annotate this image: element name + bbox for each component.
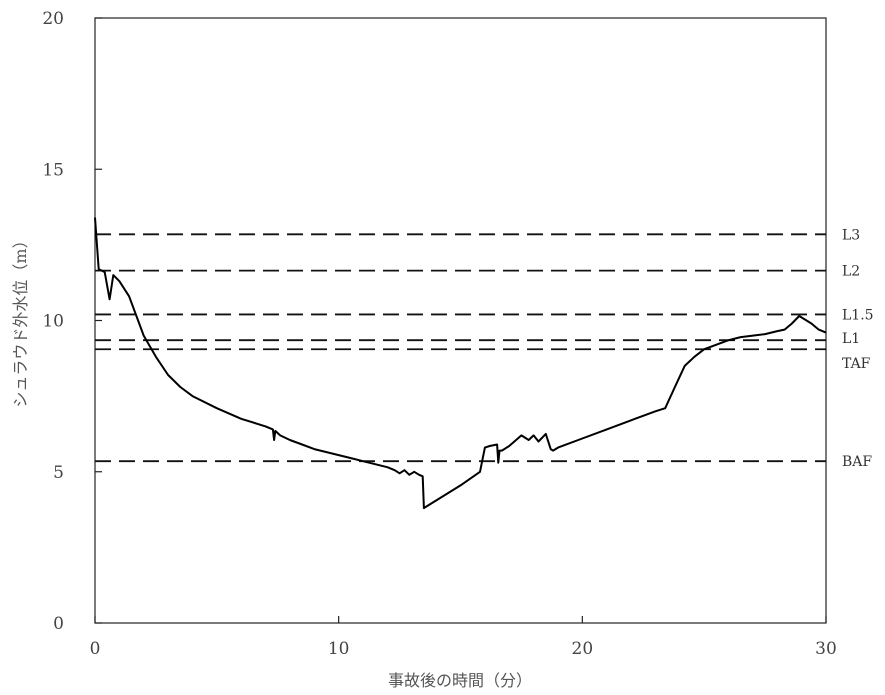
x-tick-label-1: 10 (328, 639, 350, 659)
reference-label-l1: L1 (842, 331, 860, 347)
y-tick-label-3: 15 (42, 160, 64, 180)
reference-label-l2: L2 (842, 264, 860, 280)
series-layer (94, 217, 827, 510)
x-tick-label-0: 0 (90, 639, 101, 659)
reference-label-baf: BAF (842, 454, 872, 470)
reference-label-taf: TAF (842, 356, 871, 372)
tick-marks (94, 17, 827, 624)
reference-labels: L3 L2 L1.5 L1 TAF BAF (842, 227, 874, 470)
y-tick-label-1: 5 (53, 463, 64, 483)
reference-label-l1-5: L1.5 (842, 307, 874, 323)
y-tick-labels: 0 5 10 15 20 (42, 9, 64, 634)
reference-lines (95, 233, 826, 463)
x-tick-label-2: 20 (572, 639, 594, 659)
reference-label-l3: L3 (842, 227, 860, 243)
y-tick-label-2: 10 (42, 312, 64, 332)
y-axis-label: シュラウド外水位（m） (11, 232, 30, 407)
y-tick-label-0: 0 (53, 614, 64, 634)
x-axis-label: 事故後の時間（分） (388, 671, 532, 690)
y-tick-label-4: 20 (42, 9, 64, 29)
x-tick-label-3: 30 (815, 639, 837, 659)
x-tick-labels: 0 10 20 30 (90, 639, 837, 659)
series-line-0 (94, 217, 827, 510)
plot-frame (94, 17, 827, 624)
